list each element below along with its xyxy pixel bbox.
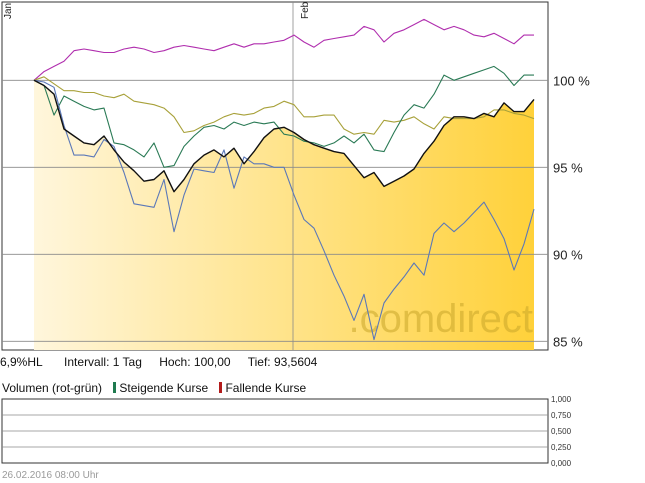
y-tick-label: 95 %: [553, 160, 583, 175]
y-tick-label: 100 %: [553, 73, 590, 88]
series-line-green: [33, 65, 534, 168]
volume-legend: Volumen (rot-grün) Steigende Kurse Falle…: [2, 381, 306, 395]
x-month-label: Jan: [3, 3, 14, 19]
high-value: Hoch: 100,00: [159, 355, 231, 369]
x-month-label: Feb: [300, 1, 311, 19]
chart-info-bar: 6,9%HL Intervall: 1 Tag Hoch: 100,00 Tie…: [0, 355, 331, 369]
timestamp: 26.02.2016 08:00 Uhr: [2, 470, 99, 481]
series-line-black: [33, 79, 535, 193]
rising-label: Steigende Kurse: [119, 381, 209, 395]
low-value: Tief: 93,5604: [247, 355, 318, 369]
highlow-percent: 6,9%HL: [0, 355, 43, 369]
volume-tick-label: 1,000: [551, 395, 572, 404]
y-tick-label: 85 %: [553, 334, 583, 349]
price-area-fill: [34, 80, 534, 351]
series-line-olive: [33, 76, 535, 135]
volume-tick-label: 0,750: [551, 411, 572, 420]
volume-title: Volumen (rot-grün): [2, 381, 103, 395]
interval-label: Intervall: 1 Tag: [64, 355, 142, 369]
falling-swatch: [219, 382, 223, 393]
y-tick-label: 90 %: [553, 247, 583, 262]
volume-tick-label: 0,250: [551, 443, 572, 452]
series-line-purple: [33, 18, 534, 81]
volume-tick-label: 0,500: [551, 427, 572, 436]
watermark: .comdirect: [349, 297, 534, 341]
falling-label: Fallende Kurse: [225, 381, 307, 395]
series-line-blue: [33, 79, 535, 341]
rising-swatch: [113, 382, 117, 393]
volume-tick-label: 0,000: [551, 459, 572, 468]
